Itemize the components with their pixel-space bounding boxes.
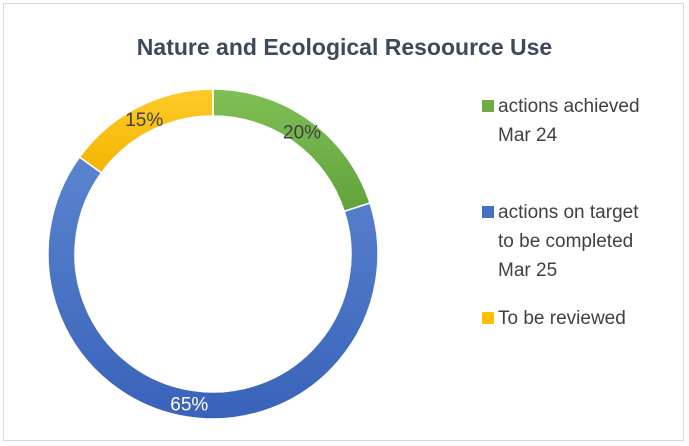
slice-on-target bbox=[47, 155, 379, 420]
chart-title: Nature and Ecological Resoource Use bbox=[136, 34, 553, 60]
legend-label-achieved: actions achieved Mar 24 bbox=[498, 96, 640, 146]
legend-swatch-to-be-reviewed bbox=[482, 312, 494, 324]
legend-swatch-on-target bbox=[482, 206, 494, 218]
legend-label-to-be-reviewed: To be reviewed bbox=[498, 308, 626, 329]
slice-achieved bbox=[212, 88, 371, 213]
data-label-on-target: 65% bbox=[170, 395, 208, 416]
data-label-achieved: 20% bbox=[283, 122, 321, 143]
legend-item-to-be-reviewed: To be reviewed bbox=[482, 304, 672, 333]
legend-item-on-target: actions on target to be completed Mar 25 bbox=[482, 198, 672, 285]
data-label-to-be-reviewed: 15% bbox=[125, 110, 163, 131]
legend-swatch-achieved bbox=[482, 100, 494, 112]
legend-item-achieved: actions achieved Mar 24 bbox=[482, 92, 672, 150]
legend-label-on-target: actions on target to be completed Mar 25 bbox=[498, 202, 639, 281]
slice-to-be-reviewed bbox=[78, 88, 214, 174]
